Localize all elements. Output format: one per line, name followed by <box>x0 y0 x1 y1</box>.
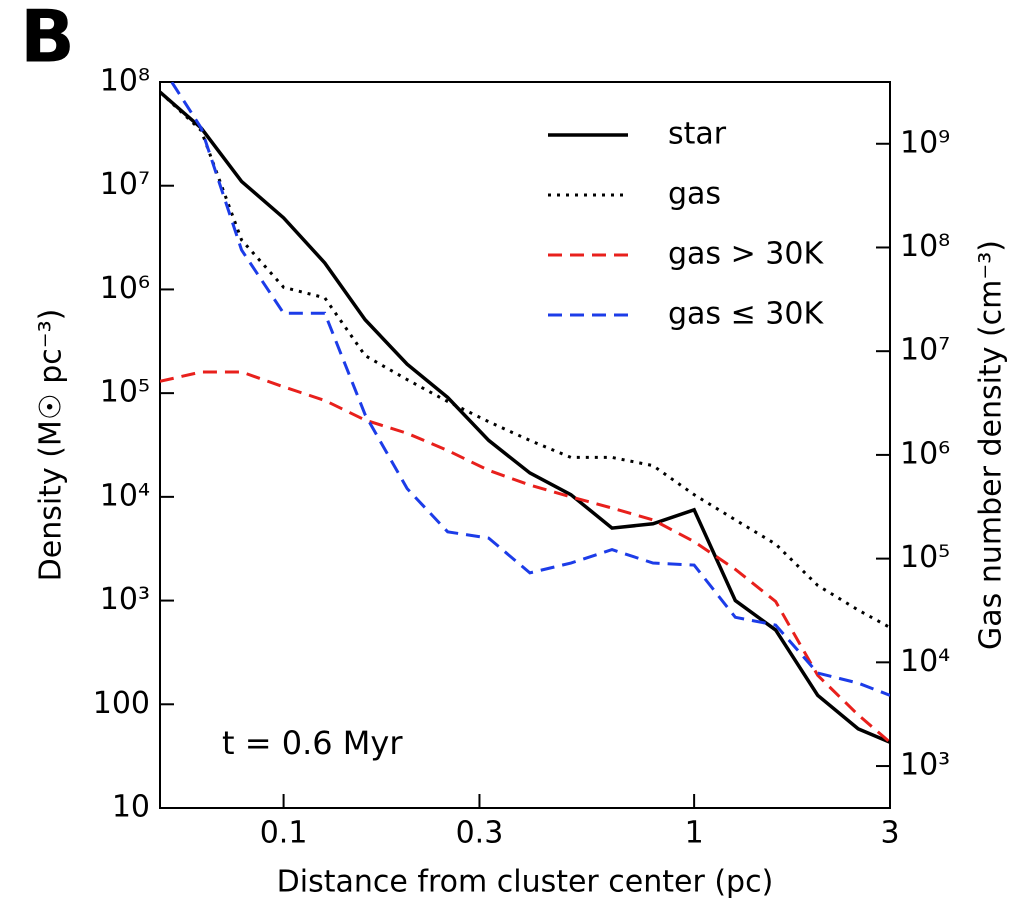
x-tick-label: 0.3 <box>456 816 504 851</box>
y-tick-label: 10³ <box>100 582 150 617</box>
y2-axis-label: Gas number density (cm⁻³) <box>974 240 1009 650</box>
y2-tick-label: 10⁹ <box>900 125 950 160</box>
x-tick-label: 1 <box>685 816 704 851</box>
legend-label: gas ≤ 30K <box>668 297 824 332</box>
panel-label: B <box>20 0 75 79</box>
legend-label: gas <box>668 177 721 212</box>
annotation: t = 0.6 Myr <box>222 724 403 762</box>
y-tick-label: 10⁸ <box>100 64 150 99</box>
y-tick-label: 10⁵ <box>100 375 150 410</box>
series-line <box>160 90 890 629</box>
series-line <box>160 370 890 744</box>
y2-tick-label: 10⁷ <box>900 333 950 368</box>
y2-tick-label: 10⁴ <box>900 644 950 679</box>
y-axis-label: Density (M☉ pc⁻³) <box>34 309 69 582</box>
series-line <box>160 90 890 744</box>
y2-tick-label: 10⁸ <box>900 229 950 264</box>
series-line <box>169 82 890 697</box>
x-axis-label: Distance from cluster center (pc) <box>277 865 774 900</box>
legend-label: gas > 30K <box>668 237 824 272</box>
plot-area <box>160 82 890 744</box>
x-tick-label: 3 <box>880 816 899 851</box>
y-tick-label: 10⁶ <box>100 271 150 306</box>
y-tick-label: 10⁴ <box>100 478 150 513</box>
y-tick-label: 10 <box>112 790 150 825</box>
y-tick-label: 100 <box>93 686 150 721</box>
y2-tick-label: 10⁵ <box>900 540 950 575</box>
y2-tick-label: 10⁶ <box>900 436 950 471</box>
plot-frame <box>159 81 891 809</box>
x-tick-label: 0.1 <box>260 816 308 851</box>
legend-label: star <box>668 117 727 152</box>
y-tick-label: 10⁷ <box>100 167 150 202</box>
y2-tick-label: 10³ <box>900 748 950 783</box>
